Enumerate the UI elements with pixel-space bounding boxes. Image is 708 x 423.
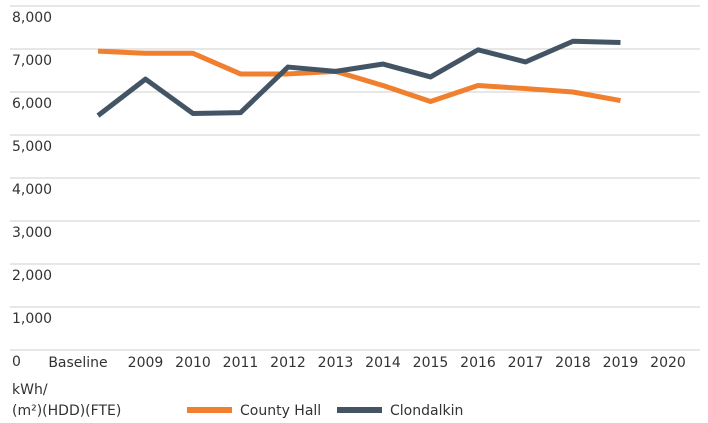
x-tick-label: 2010 — [175, 355, 211, 371]
x-tick-label: 2012 — [270, 355, 306, 371]
series-line — [96, 38, 621, 118]
y-tick-label: 3,000 — [12, 225, 52, 241]
x-tick-label: 2017 — [508, 355, 544, 371]
y-tick-label: 4,000 — [12, 182, 52, 198]
y-tick-label: 7,000 — [12, 53, 52, 69]
x-tick-label: 2013 — [318, 355, 354, 371]
y-axis-label: (m²)(HDD)(FTE) — [12, 403, 121, 419]
series-line — [97, 48, 621, 104]
y-tick-label: 0 — [12, 354, 21, 370]
x-tick-label: 2020 — [650, 355, 686, 371]
y-axis-label: kWh/ — [12, 382, 48, 398]
y-tick-label: 2,000 — [12, 268, 52, 284]
x-tick-label: 2014 — [365, 355, 401, 371]
x-tick-label: 2011 — [223, 355, 259, 371]
y-tick-label: 6,000 — [12, 96, 52, 112]
y-tick-label: 8,000 — [12, 10, 52, 26]
x-tick-label: 2015 — [413, 355, 449, 371]
x-tick-label: 2018 — [555, 355, 591, 371]
y-tick-label: 1,000 — [12, 311, 52, 327]
legend-label: County Hall — [240, 403, 321, 419]
x-tick-label: 2016 — [460, 355, 496, 371]
y-tick-label: 5,000 — [12, 139, 52, 155]
x-tick-label: Baseline — [48, 355, 107, 371]
legend-label: Clondalkin — [390, 403, 463, 419]
x-tick-label: 2019 — [603, 355, 639, 371]
x-tick-label: 2009 — [128, 355, 164, 371]
